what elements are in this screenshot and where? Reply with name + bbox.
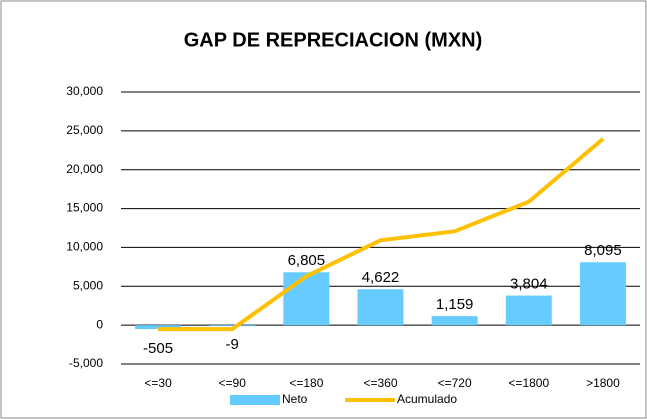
data-label: -9 xyxy=(226,336,239,353)
y-tick-label: 25,000 xyxy=(66,123,103,137)
bar xyxy=(579,262,626,326)
y-tick-label: 10,000 xyxy=(66,240,103,254)
x-tick-label: <=180 xyxy=(289,376,323,390)
y-tick-label: 5,000 xyxy=(73,278,103,292)
legend-label: Acumulado xyxy=(397,392,457,406)
y-tick-label: 20,000 xyxy=(66,162,103,176)
x-tick-label: <=720 xyxy=(438,376,472,390)
y-tick-label: 15,000 xyxy=(66,201,103,215)
data-label: 8,095 xyxy=(584,242,622,259)
x-tick-label: >1800 xyxy=(586,376,620,390)
data-label: -505 xyxy=(143,340,173,357)
data-label: 3,804 xyxy=(510,276,548,293)
chart-title: GAP DE REPRECIACION (MXN) xyxy=(184,29,483,51)
bar xyxy=(283,272,330,326)
line xyxy=(158,137,605,332)
x-tick-label: <=90 xyxy=(219,376,247,390)
bar xyxy=(357,289,404,326)
y-tick-label: 30,000 xyxy=(66,84,103,98)
bar xyxy=(431,316,478,326)
data-label: 4,622 xyxy=(362,269,400,286)
x-tick-label: <=360 xyxy=(363,376,397,390)
legend-swatch xyxy=(230,395,280,405)
y-tick-label: 0 xyxy=(96,317,103,331)
bar xyxy=(135,325,182,330)
x-tick-label: <=1800 xyxy=(508,376,549,390)
data-label: 1,159 xyxy=(436,296,474,313)
x-tick-label: <=30 xyxy=(144,376,172,390)
data-label: 6,805 xyxy=(288,252,326,269)
bar xyxy=(209,325,256,327)
y-tick-label: -5,000 xyxy=(69,356,103,370)
legend-label: Neto xyxy=(282,392,308,406)
bar xyxy=(505,295,552,326)
